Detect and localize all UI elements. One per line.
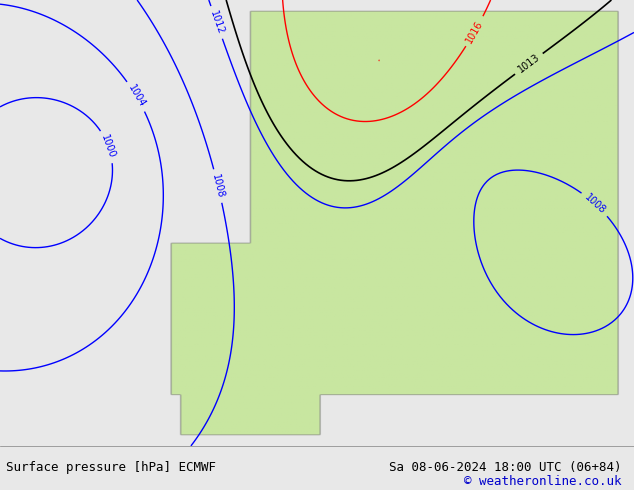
Text: 1016: 1016: [464, 18, 485, 45]
Text: 1008: 1008: [583, 192, 607, 216]
Text: 1013: 1013: [516, 52, 541, 75]
Text: 1004: 1004: [126, 83, 147, 109]
Text: Surface pressure [hPa] ECMWF: Surface pressure [hPa] ECMWF: [6, 462, 216, 474]
Text: Sa 08-06-2024 18:00 UTC (06+84): Sa 08-06-2024 18:00 UTC (06+84): [389, 462, 621, 474]
Text: 1000: 1000: [100, 133, 117, 160]
Text: © weatheronline.co.uk: © weatheronline.co.uk: [464, 475, 621, 488]
Text: 1008: 1008: [210, 173, 226, 199]
Text: 1012: 1012: [208, 9, 226, 36]
